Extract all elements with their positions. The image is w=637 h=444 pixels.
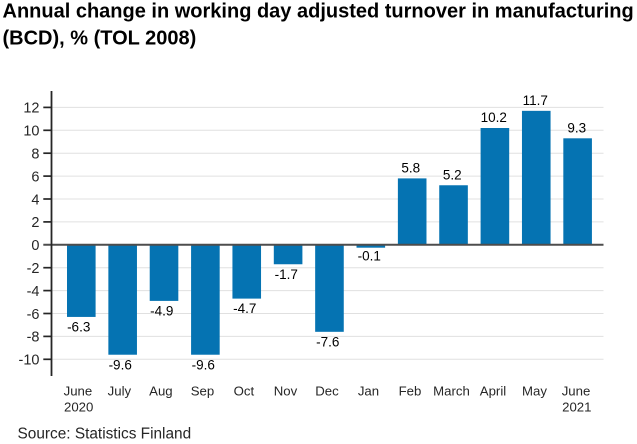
svg-text:-2: -2 bbox=[27, 261, 40, 277]
svg-text:Dec: Dec bbox=[315, 383, 339, 398]
svg-text:2020: 2020 bbox=[64, 399, 93, 414]
svg-text:9.3: 9.3 bbox=[567, 120, 586, 135]
svg-text:April: April bbox=[480, 383, 506, 398]
svg-text:-10: -10 bbox=[19, 353, 40, 369]
svg-text:Nov: Nov bbox=[274, 383, 298, 398]
svg-text:-4.9: -4.9 bbox=[150, 304, 173, 319]
svg-text:-8: -8 bbox=[27, 330, 40, 346]
svg-text:-1.7: -1.7 bbox=[275, 267, 298, 282]
svg-text:-9.6: -9.6 bbox=[192, 357, 215, 372]
svg-text:June: June bbox=[562, 383, 591, 398]
svg-text:-4: -4 bbox=[27, 284, 40, 300]
svg-text:-0.1: -0.1 bbox=[358, 249, 381, 264]
svg-text:0: 0 bbox=[31, 238, 39, 254]
svg-text:5.8: 5.8 bbox=[401, 160, 420, 175]
svg-text:Aug: Aug bbox=[149, 383, 172, 398]
svg-text:Jan: Jan bbox=[358, 383, 379, 398]
svg-text:-4.7: -4.7 bbox=[233, 301, 256, 316]
svg-text:-6: -6 bbox=[27, 307, 40, 323]
svg-text:July: July bbox=[108, 383, 132, 398]
svg-text:Annual change in working day a: Annual change in working day adjusted tu… bbox=[3, 0, 634, 22]
svg-text:-9.6: -9.6 bbox=[109, 357, 132, 372]
svg-text:8: 8 bbox=[31, 147, 39, 163]
svg-text:2: 2 bbox=[31, 215, 39, 231]
svg-text:2021: 2021 bbox=[562, 399, 591, 414]
svg-text:11.7: 11.7 bbox=[523, 93, 548, 108]
svg-text:-7.6: -7.6 bbox=[316, 334, 339, 349]
svg-text:(BCD), % (TOL 2008): (BCD), % (TOL 2008) bbox=[3, 28, 197, 50]
svg-text:5.2: 5.2 bbox=[443, 167, 462, 182]
svg-text:6: 6 bbox=[31, 169, 39, 185]
svg-text:Source: Statistics Finland: Source: Statistics Finland bbox=[18, 425, 192, 442]
svg-text:4: 4 bbox=[31, 192, 39, 208]
svg-text:Sep: Sep bbox=[191, 383, 214, 398]
svg-text:March: March bbox=[433, 383, 470, 398]
svg-text:Feb: Feb bbox=[399, 383, 422, 398]
svg-text:Oct: Oct bbox=[234, 383, 255, 398]
svg-text:12: 12 bbox=[23, 101, 39, 117]
svg-text:10: 10 bbox=[23, 124, 39, 140]
svg-text:May: May bbox=[522, 383, 547, 398]
svg-text:June: June bbox=[64, 383, 93, 398]
svg-text:10.2: 10.2 bbox=[481, 110, 507, 125]
svg-text:-6.3: -6.3 bbox=[67, 320, 90, 335]
